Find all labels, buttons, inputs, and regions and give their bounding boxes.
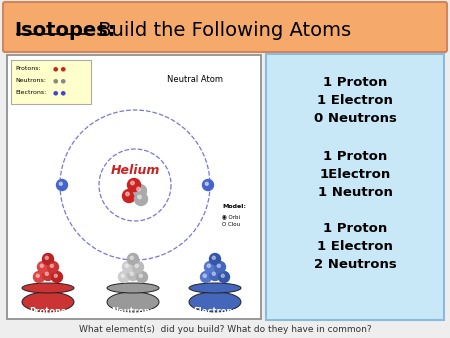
Circle shape: [37, 262, 49, 272]
Circle shape: [45, 272, 49, 275]
Circle shape: [48, 262, 58, 272]
Ellipse shape: [107, 283, 159, 293]
Circle shape: [137, 187, 140, 191]
Text: O Clou: O Clou: [222, 222, 240, 227]
Text: ● ●: ● ●: [53, 91, 66, 96]
Circle shape: [207, 264, 211, 267]
Ellipse shape: [22, 292, 74, 312]
Text: 1 Electron: 1 Electron: [317, 95, 393, 107]
Circle shape: [205, 182, 208, 185]
Circle shape: [59, 182, 62, 185]
Circle shape: [138, 195, 141, 199]
Circle shape: [125, 264, 128, 267]
Circle shape: [42, 269, 54, 281]
Circle shape: [33, 271, 45, 283]
Circle shape: [221, 274, 225, 277]
Ellipse shape: [22, 283, 74, 293]
Text: 1 Neutron: 1 Neutron: [318, 186, 392, 198]
Circle shape: [139, 274, 142, 277]
Circle shape: [122, 262, 134, 272]
Circle shape: [36, 274, 40, 277]
Circle shape: [130, 256, 133, 259]
Text: Electrons:: Electrons:: [15, 91, 46, 96]
Circle shape: [45, 256, 49, 259]
Text: 1Electron: 1Electron: [320, 168, 391, 180]
Circle shape: [54, 274, 58, 277]
Circle shape: [130, 272, 133, 275]
Circle shape: [121, 274, 124, 277]
Circle shape: [118, 271, 130, 283]
Text: Neutrons:: Neutrons:: [15, 78, 46, 83]
Text: Electrons: Electrons: [193, 308, 237, 316]
Circle shape: [127, 269, 139, 281]
FancyBboxPatch shape: [266, 54, 444, 320]
Circle shape: [215, 262, 225, 272]
FancyBboxPatch shape: [7, 55, 261, 319]
Circle shape: [135, 193, 148, 206]
Text: Model:: Model:: [222, 204, 246, 209]
Text: What element(s)  did you build? What do they have in common?: What element(s) did you build? What do t…: [79, 325, 371, 335]
Circle shape: [135, 264, 139, 267]
Text: Protons: Protons: [30, 308, 67, 316]
Text: 1 Proton: 1 Proton: [323, 149, 387, 163]
Text: 1 Electron: 1 Electron: [317, 240, 393, 252]
Circle shape: [204, 262, 216, 272]
Circle shape: [40, 264, 43, 267]
Circle shape: [132, 262, 144, 272]
Text: Isotopes:: Isotopes:: [14, 21, 116, 40]
Ellipse shape: [189, 292, 241, 312]
FancyBboxPatch shape: [11, 60, 91, 104]
Circle shape: [212, 272, 216, 275]
Circle shape: [50, 264, 54, 267]
Ellipse shape: [107, 292, 159, 312]
Text: ● ●: ● ●: [53, 78, 66, 83]
Text: Build the Following Atoms: Build the Following Atoms: [92, 21, 351, 40]
Circle shape: [212, 256, 216, 259]
Circle shape: [127, 178, 140, 192]
Text: Neutral Atom: Neutral Atom: [167, 75, 223, 84]
Text: 1 Proton: 1 Proton: [323, 221, 387, 235]
Ellipse shape: [189, 283, 241, 293]
FancyBboxPatch shape: [3, 2, 447, 52]
Text: ◉ Orbi: ◉ Orbi: [222, 214, 240, 219]
Circle shape: [201, 271, 212, 283]
Text: 0 Neutrons: 0 Neutrons: [314, 113, 396, 125]
Circle shape: [127, 254, 139, 265]
Circle shape: [219, 271, 230, 283]
Circle shape: [130, 181, 134, 185]
Text: Neutrons: Neutrons: [111, 308, 155, 316]
Circle shape: [136, 271, 148, 283]
Circle shape: [57, 179, 68, 191]
Circle shape: [51, 271, 63, 283]
Circle shape: [202, 179, 213, 191]
Circle shape: [126, 192, 129, 196]
Text: Protons:: Protons:: [15, 67, 40, 72]
Circle shape: [122, 190, 135, 202]
Circle shape: [210, 254, 220, 265]
Text: 1 Proton: 1 Proton: [323, 76, 387, 90]
Circle shape: [210, 269, 220, 281]
Circle shape: [42, 254, 54, 265]
Circle shape: [217, 264, 220, 267]
Text: ● ●: ● ●: [53, 67, 66, 72]
Text: Helium: Helium: [110, 165, 160, 177]
Circle shape: [134, 185, 147, 197]
Text: 2 Neutrons: 2 Neutrons: [314, 258, 396, 270]
Circle shape: [203, 274, 207, 277]
